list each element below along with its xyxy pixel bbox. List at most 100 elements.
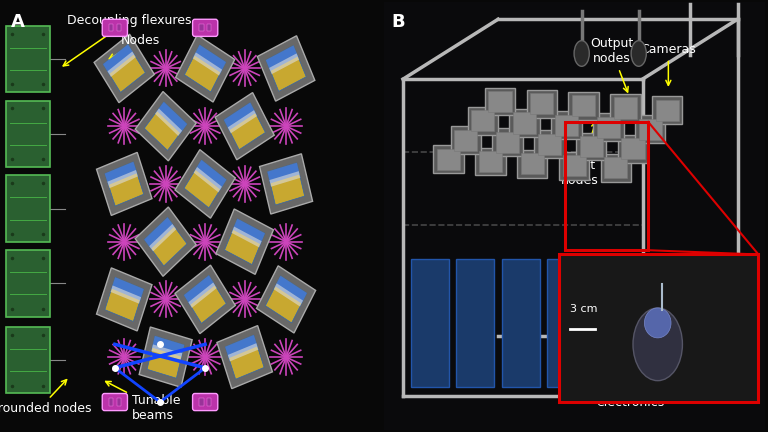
Bar <box>224 103 266 150</box>
Text: Nodes: Nodes <box>109 34 160 59</box>
Bar <box>109 398 113 406</box>
Bar <box>273 283 303 307</box>
Bar <box>576 133 607 160</box>
Bar <box>551 271 581 281</box>
Bar <box>257 36 315 101</box>
Bar <box>257 266 316 333</box>
Bar <box>548 259 585 387</box>
Bar <box>433 146 464 173</box>
Bar <box>527 90 557 118</box>
Bar <box>267 163 305 205</box>
Bar <box>224 103 256 130</box>
Bar <box>207 398 211 406</box>
Bar <box>232 227 262 248</box>
Bar <box>111 277 144 300</box>
Ellipse shape <box>644 308 671 338</box>
Bar <box>194 45 226 73</box>
Text: Pin: Pin <box>733 306 758 322</box>
Bar <box>597 117 620 138</box>
Text: 3 cm: 3 cm <box>571 305 598 314</box>
Bar <box>597 365 627 375</box>
Bar <box>200 24 204 32</box>
Bar <box>188 283 217 308</box>
Bar <box>593 259 631 387</box>
Bar <box>111 286 141 304</box>
Bar <box>144 217 187 266</box>
Bar <box>460 271 491 281</box>
Text: Tunable
beams: Tunable beams <box>106 381 180 422</box>
Ellipse shape <box>574 41 589 67</box>
Bar <box>568 92 599 120</box>
Bar <box>555 114 578 136</box>
Bar <box>216 209 273 274</box>
Bar <box>505 334 536 344</box>
Bar <box>411 259 449 387</box>
Bar <box>617 135 648 162</box>
Bar <box>564 122 648 250</box>
Bar <box>225 335 257 358</box>
Bar <box>604 157 627 178</box>
Bar <box>502 259 540 387</box>
Bar <box>275 276 306 304</box>
Bar <box>551 365 581 375</box>
Bar <box>652 96 683 124</box>
Bar <box>155 108 182 136</box>
Bar <box>224 219 265 264</box>
Bar <box>593 113 624 141</box>
Bar <box>513 112 536 133</box>
Bar <box>551 334 581 344</box>
Ellipse shape <box>633 308 683 381</box>
Bar <box>597 302 627 312</box>
Bar <box>415 302 445 312</box>
Bar <box>184 276 215 305</box>
Bar <box>108 170 138 188</box>
Bar <box>108 51 136 77</box>
Text: Cameras: Cameras <box>641 43 697 86</box>
Bar <box>184 45 226 92</box>
Bar <box>415 271 445 281</box>
Bar <box>521 153 544 174</box>
Bar <box>638 119 662 140</box>
Bar <box>193 52 222 76</box>
Bar <box>175 149 235 218</box>
Bar <box>468 107 498 135</box>
Bar <box>5 25 50 92</box>
Bar <box>485 88 515 115</box>
Bar <box>269 54 300 74</box>
Bar <box>109 24 113 32</box>
Text: Decoupling flexures: Decoupling flexures <box>63 14 191 66</box>
Text: Input
nodes: Input nodes <box>561 122 599 187</box>
Bar <box>228 343 258 362</box>
Bar <box>562 155 586 176</box>
Bar <box>144 102 187 150</box>
Bar <box>207 24 211 32</box>
Bar <box>97 268 152 331</box>
Bar <box>460 334 491 344</box>
Bar <box>479 151 502 172</box>
Bar <box>135 207 196 276</box>
Text: Output
nodes: Output nodes <box>591 37 634 92</box>
Bar <box>105 162 144 206</box>
Bar <box>5 101 50 167</box>
Bar <box>184 160 227 208</box>
Bar <box>103 44 134 74</box>
FancyBboxPatch shape <box>193 19 218 36</box>
Text: Grounded nodes: Grounded nodes <box>0 380 91 415</box>
Bar <box>614 98 637 118</box>
Bar <box>260 154 313 214</box>
Bar <box>488 91 511 112</box>
Bar <box>195 160 227 190</box>
Bar <box>5 250 50 317</box>
Bar <box>505 271 536 281</box>
Bar <box>105 277 144 321</box>
Bar <box>5 175 50 241</box>
Bar <box>225 335 264 379</box>
Bar <box>117 398 121 406</box>
Ellipse shape <box>631 41 647 67</box>
Bar <box>266 276 306 323</box>
Bar <box>472 110 495 131</box>
Bar <box>266 45 306 91</box>
Bar <box>228 110 257 133</box>
Text: A: A <box>12 13 25 31</box>
Bar <box>460 302 491 312</box>
